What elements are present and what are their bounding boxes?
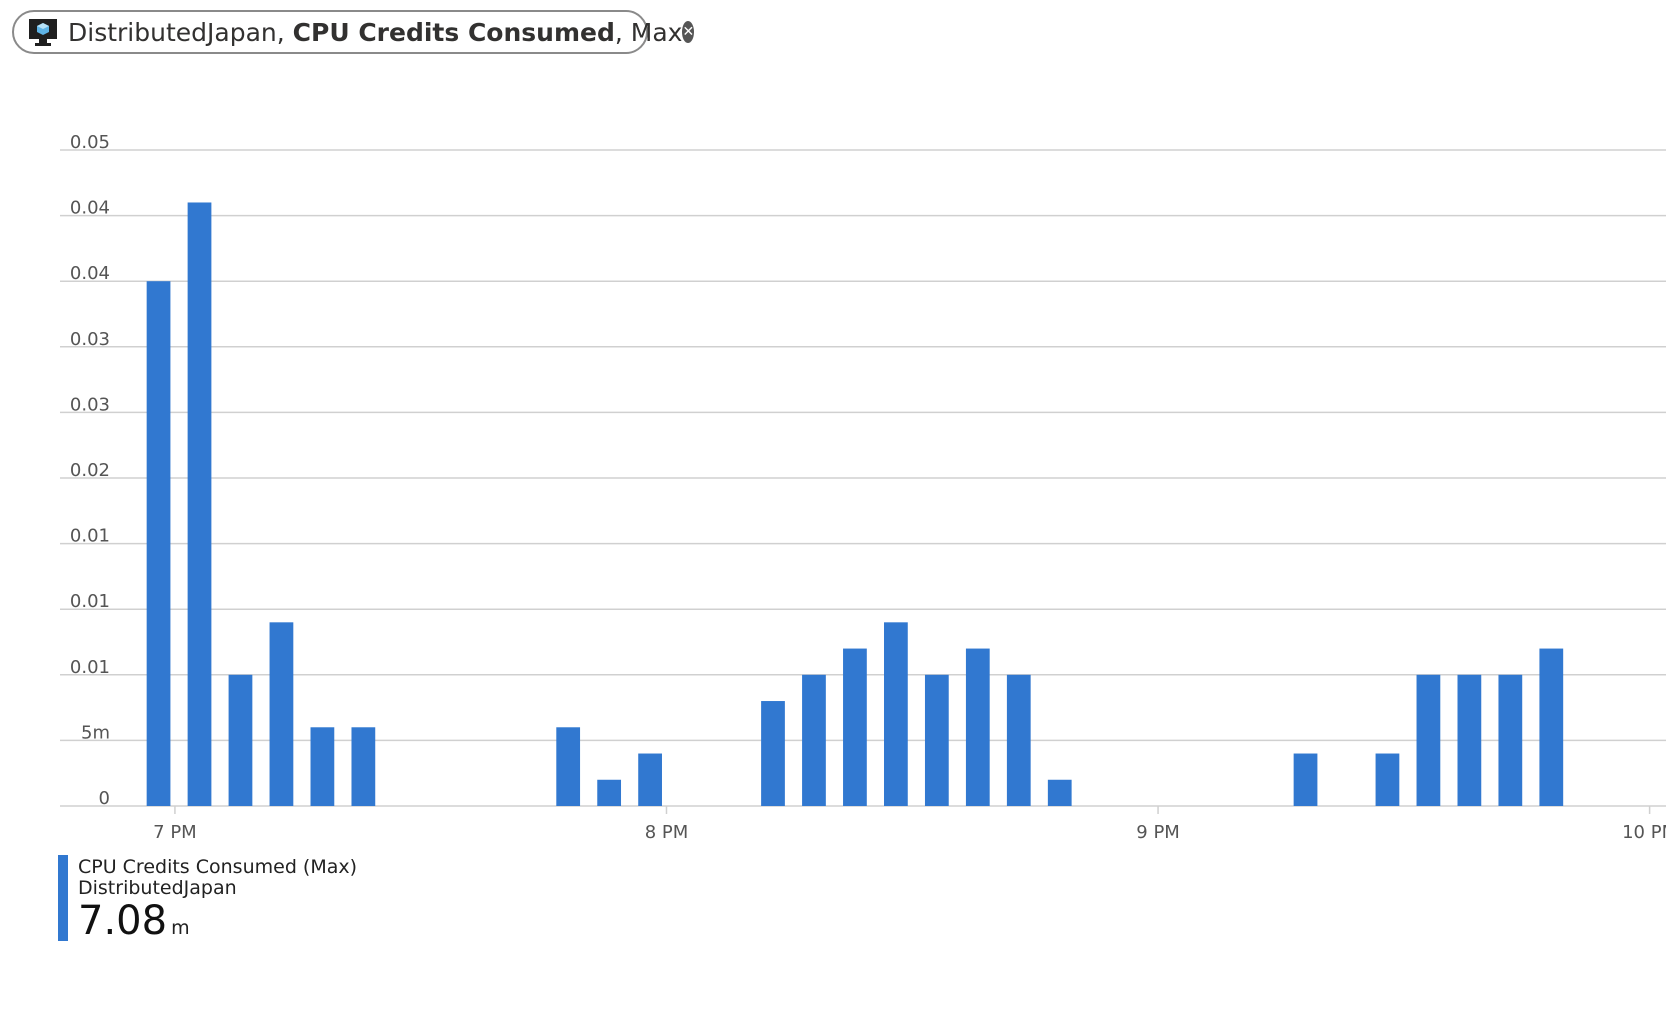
y-tick-label: 0 bbox=[99, 788, 110, 809]
metric-name: CPU Credits Consumed bbox=[292, 17, 615, 47]
bar bbox=[924, 674, 949, 806]
bar bbox=[146, 281, 171, 806]
legend-unit: m bbox=[171, 917, 190, 939]
aggregation-name: Max bbox=[630, 17, 683, 47]
bar bbox=[884, 622, 908, 806]
bar bbox=[1293, 753, 1318, 806]
virtual-machine-icon bbox=[28, 17, 58, 47]
bar bbox=[269, 622, 294, 806]
bar bbox=[843, 648, 867, 806]
bar bbox=[1416, 674, 1441, 806]
close-icon[interactable]: ✕ bbox=[682, 21, 695, 43]
bar bbox=[638, 753, 662, 806]
x-tick-label: 7 PM bbox=[153, 822, 197, 843]
bar bbox=[187, 202, 212, 807]
bar bbox=[228, 674, 253, 806]
bar bbox=[1375, 753, 1400, 806]
bar bbox=[556, 727, 581, 806]
bar bbox=[965, 648, 990, 806]
chart-legend: CPU Credits Consumed (Max) DistributedJa… bbox=[58, 855, 358, 944]
bar bbox=[1498, 674, 1523, 806]
bar bbox=[1539, 648, 1564, 806]
metric-chip[interactable]: DistributedJapan, CPU Credits Consumed, … bbox=[12, 10, 695, 54]
bar bbox=[1047, 779, 1072, 806]
bar-chart: 0 5m 0.01 0.01 0.01 0.02 0.03 0.03 0.04 0.04 0.05 7… bbox=[60, 132, 1666, 843]
bar bbox=[310, 727, 335, 806]
y-tick-label: 5m bbox=[81, 722, 110, 743]
legend-swatch bbox=[58, 855, 68, 941]
bar bbox=[761, 701, 785, 806]
y-tick-label: 0.02 bbox=[70, 460, 110, 481]
legend-metric: CPU Credits Consumed (Max) bbox=[78, 856, 358, 878]
y-tick-label: 0.04 bbox=[70, 263, 110, 284]
x-tick-label: 9 PM bbox=[1136, 822, 1180, 843]
metric-chip-text: DistributedJapan, CPU Credits Consumed, … bbox=[68, 17, 683, 47]
legend-resource: DistributedJapan bbox=[78, 877, 237, 899]
bar bbox=[597, 779, 622, 806]
bar bbox=[802, 674, 826, 806]
x-tick-label: 10 PM bbox=[1622, 822, 1666, 843]
y-tick-label: 0.03 bbox=[70, 394, 110, 415]
y-tick-label: 0.05 bbox=[70, 132, 110, 153]
x-tick-label: 8 PM bbox=[645, 822, 689, 843]
bar bbox=[1457, 674, 1482, 806]
bar bbox=[1006, 674, 1031, 806]
y-tick-label: 0.03 bbox=[70, 329, 110, 350]
resource-name: DistributedJapan bbox=[68, 17, 277, 47]
legend-value: 7.08 bbox=[78, 898, 168, 944]
y-tick-label: 0.01 bbox=[70, 657, 110, 678]
y-tick-label: 0.04 bbox=[70, 198, 110, 219]
y-tick-label: 0.01 bbox=[70, 591, 110, 612]
bar bbox=[351, 727, 376, 806]
y-tick-label: 0.01 bbox=[70, 526, 110, 547]
